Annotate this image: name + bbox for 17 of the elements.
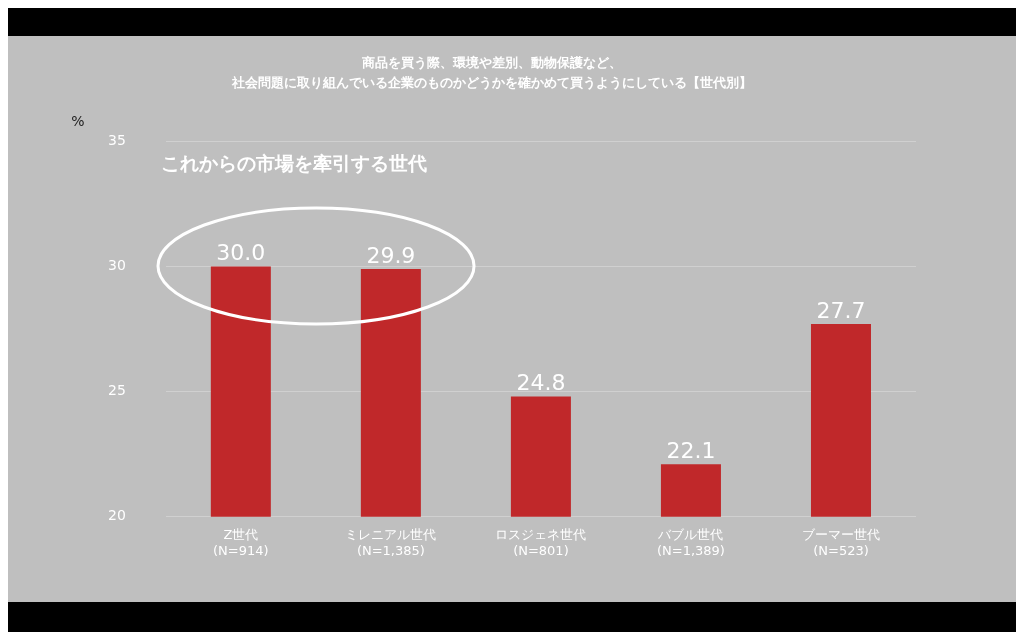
data-label: 30.0 (216, 240, 266, 266)
y-tick-label: 35 (107, 131, 126, 148)
y-axis-title: % (71, 112, 85, 129)
chart-title: 商品を買う際、環境や差別、動物保護など、 (361, 55, 622, 71)
y-tick-label: 25 (107, 382, 126, 399)
y-tick-label: 20 (107, 507, 126, 524)
x-tick-label: バブル世代 (N=1,389) (656, 526, 725, 558)
data-label: 22.1 (666, 437, 716, 463)
annotation: これからの市場を牽引する世代 (160, 151, 427, 177)
chart-subtitle: 社会問題に取り組んでいる企業のものかどうかを確かめて買うようにしている【世代別】 (231, 74, 752, 90)
x-tick-label: ロスジェネ世代 (N=801) (495, 526, 587, 558)
data-label: 27.7 (816, 297, 866, 323)
x-tick-label: ミレニアル世代 (N=1,385) (345, 526, 437, 558)
data-label: 29.9 (366, 242, 416, 268)
x-tick-label: Z世代 (N=914) (213, 526, 269, 558)
y-tick-label: 30 (107, 257, 126, 274)
data-label: 24.8 (516, 370, 566, 396)
